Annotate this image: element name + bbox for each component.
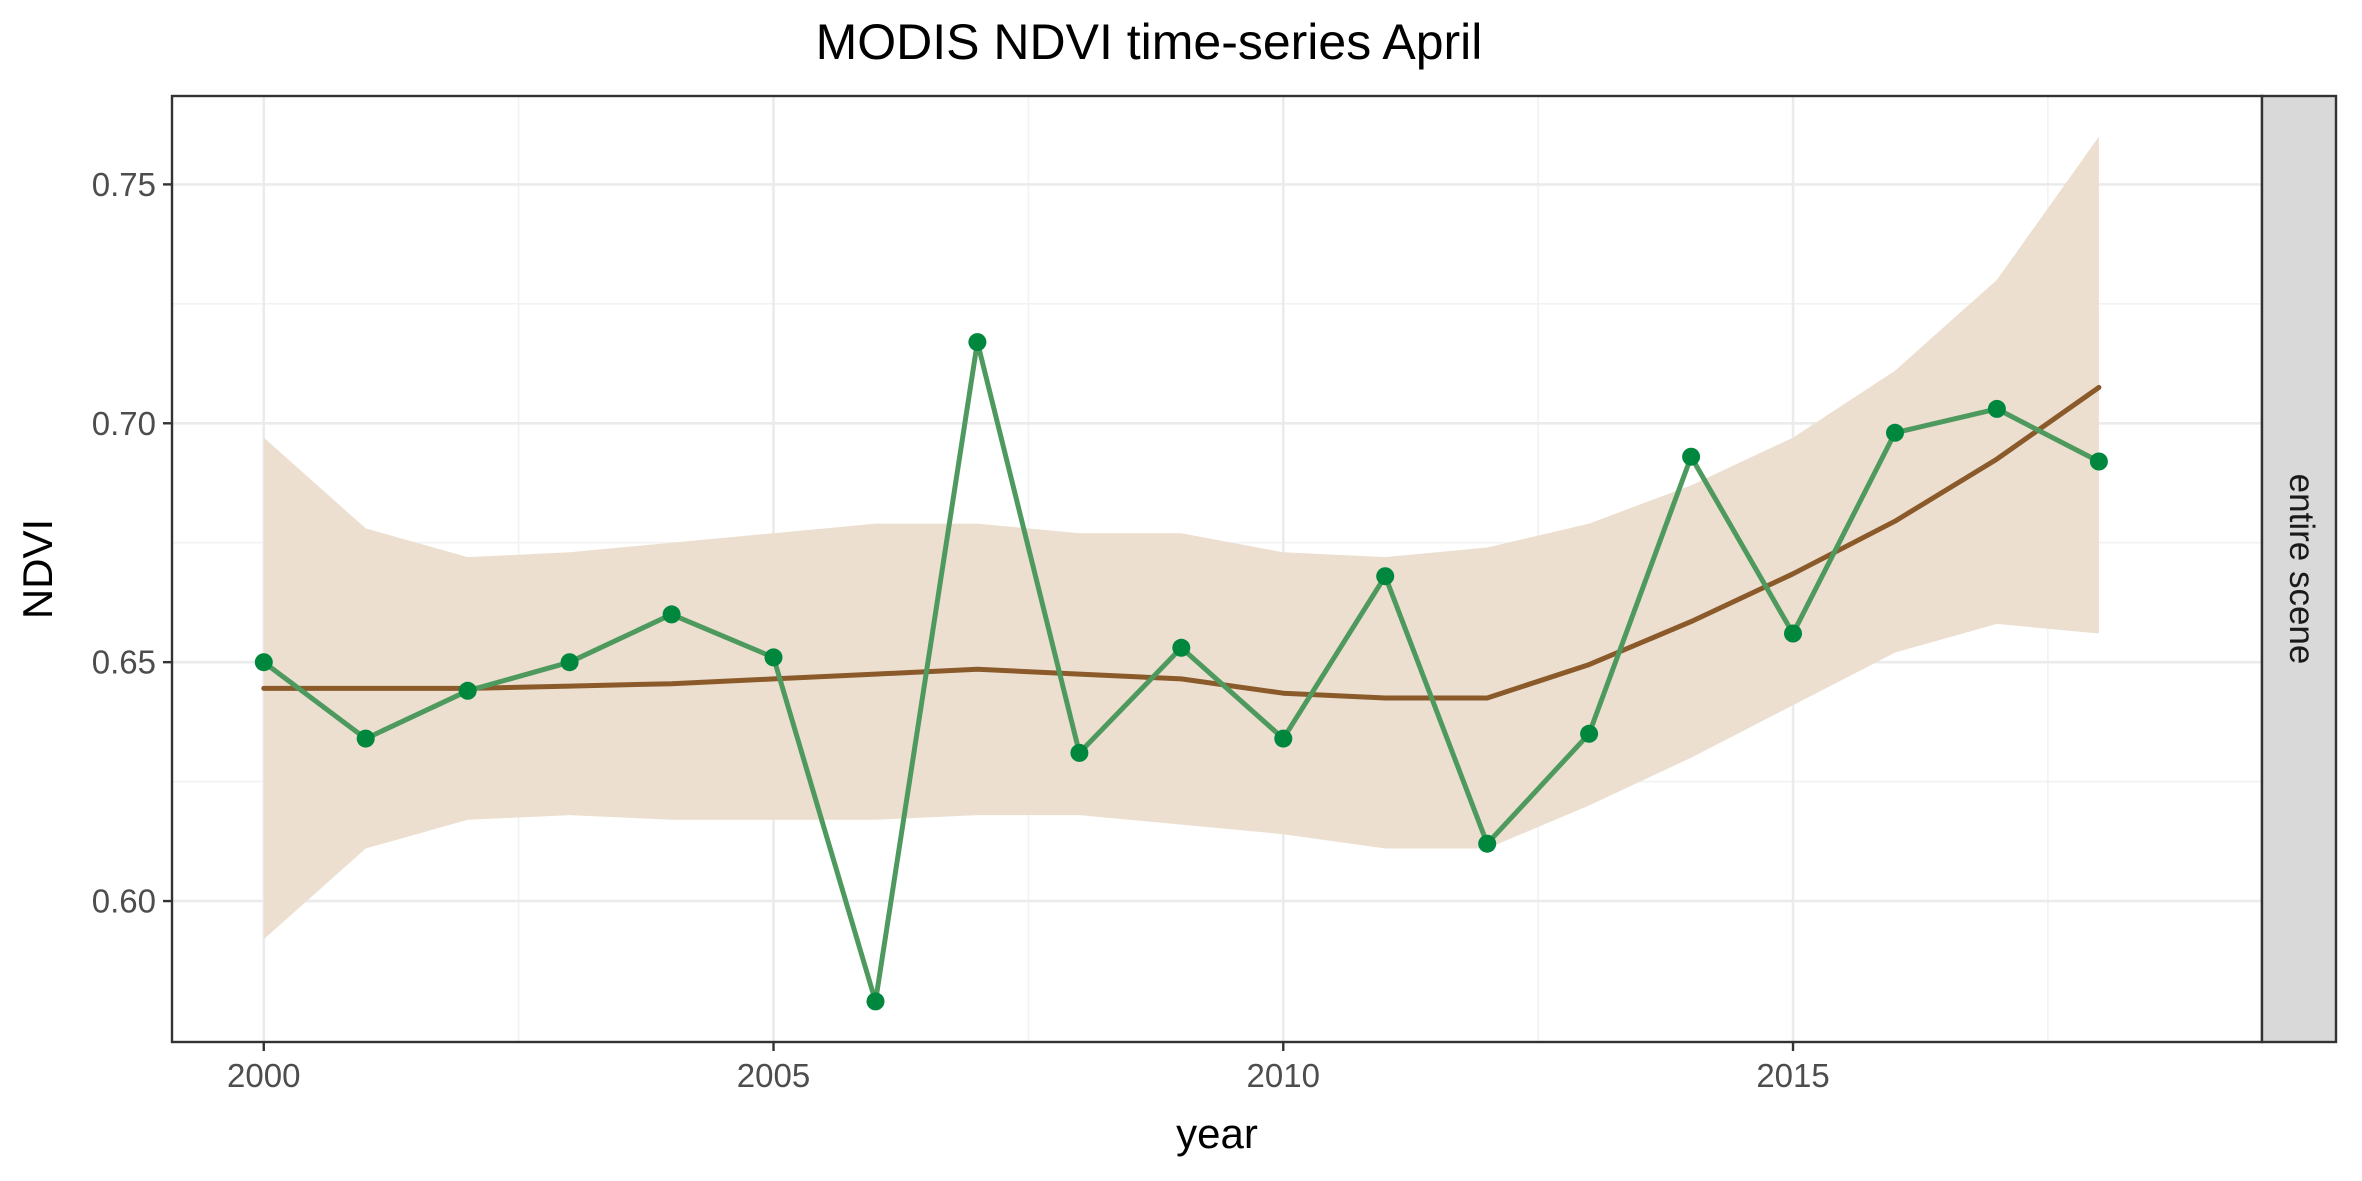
ndvi-point xyxy=(662,605,681,624)
y-tick-label: 0.65 xyxy=(92,644,156,681)
ndvi-point xyxy=(2089,452,2108,471)
x-tick-label: 2005 xyxy=(737,1057,810,1094)
ndvi-series xyxy=(254,333,2108,1011)
ndvi-point xyxy=(1172,638,1191,657)
x-tick-label: 2000 xyxy=(227,1057,300,1094)
ndvi-point xyxy=(1478,834,1497,853)
facet-strip-label: entire scene xyxy=(2282,474,2321,665)
ndvi-point xyxy=(866,992,885,1011)
ndvi-point xyxy=(1070,743,1089,762)
y-axis: 0.60 0.65 0.70 0.75 xyxy=(92,166,172,920)
ndvi-point xyxy=(254,653,273,672)
ndvi-point xyxy=(356,729,375,748)
y-tick-label: 0.60 xyxy=(92,883,156,920)
smooth-line xyxy=(261,384,2102,701)
chart-title: MODIS NDVI time-series April xyxy=(816,14,1483,70)
ndvi-point xyxy=(968,333,987,352)
ndvi-point xyxy=(1682,447,1701,466)
x-tick-label: 2010 xyxy=(1247,1057,1320,1094)
x-tick-label: 2015 xyxy=(1756,1057,1829,1094)
ndvi-point xyxy=(1376,567,1395,586)
facet-strip: entire scene xyxy=(2260,94,2338,1044)
x-axis-title: year xyxy=(1176,1110,1258,1157)
ndvi-point xyxy=(560,653,579,672)
ndvi-point xyxy=(1784,624,1802,643)
y-axis-title: NDVI xyxy=(14,519,61,619)
ndvi-point xyxy=(1886,423,1904,442)
x-axis: 2000 2005 2010 2015 xyxy=(227,1042,1830,1094)
ndvi-point xyxy=(1274,729,1293,748)
smooth-trend xyxy=(261,384,2102,701)
y-tick-label: 0.75 xyxy=(92,166,156,203)
ndvi-point xyxy=(764,648,783,667)
ndvi-point xyxy=(458,681,477,700)
y-tick-label: 0.70 xyxy=(92,405,156,442)
confidence-ribbon xyxy=(263,136,2099,940)
ndvi-point xyxy=(1987,399,2006,418)
facet-strip-background xyxy=(2260,94,2338,1044)
confidence-band xyxy=(263,136,2099,940)
ndvi-point xyxy=(1580,724,1599,743)
